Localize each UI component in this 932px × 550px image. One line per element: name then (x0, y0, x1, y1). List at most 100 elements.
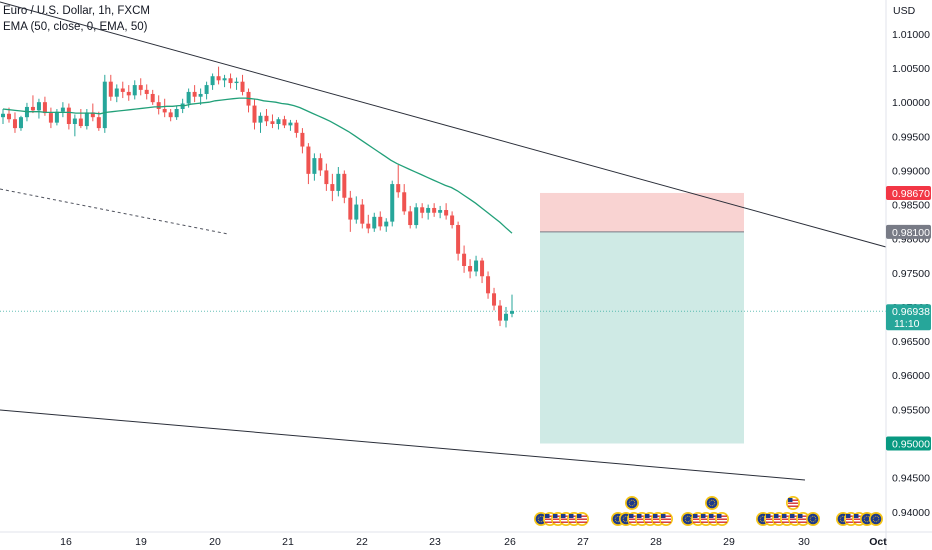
ema-line (2, 97, 513, 234)
candle-body (222, 78, 227, 81)
time-tick-label: 30 (798, 536, 810, 548)
candle-body (384, 221, 389, 227)
candle-body (108, 81, 113, 97)
candle-body (90, 112, 95, 118)
candle-body (378, 216, 383, 227)
candle (390, 180, 395, 227)
candle-body (450, 215, 455, 226)
candle (396, 164, 401, 198)
candle-body (324, 170, 329, 185)
price-tick-label: 0.94000 (892, 507, 930, 519)
price-tick-label: 0.95500 (892, 404, 930, 416)
candle-body (408, 211, 413, 226)
candle-body (120, 88, 125, 92)
candle-body (48, 113, 53, 123)
us-canton (846, 514, 851, 518)
candle-body (102, 81, 107, 129)
candle-body (240, 81, 245, 92)
candle (456, 221, 461, 261)
candle (378, 211, 383, 231)
candle (264, 108, 269, 127)
price-tick-label: 1.01000 (892, 29, 930, 41)
candle (480, 257, 485, 284)
candle (66, 103, 71, 130)
position-zones[interactable] (0, 192, 886, 444)
economic-events[interactable] (534, 496, 883, 526)
time-tick-label: Oct (869, 536, 887, 548)
candle (18, 115, 23, 131)
candle-body (366, 223, 371, 229)
us-stripe (653, 515, 663, 517)
candle-body (210, 76, 215, 86)
us-stripe (653, 521, 663, 523)
us-stripe (545, 515, 555, 517)
stop-price-tag-text: 0.98670 (892, 188, 930, 200)
us-stripe (774, 521, 784, 523)
us-event-icon (796, 512, 810, 526)
candle-body (288, 122, 293, 126)
candle-body (168, 112, 173, 118)
us-stripe (846, 515, 856, 517)
candle (132, 80, 137, 100)
candle (282, 115, 287, 129)
candle-body (372, 216, 377, 229)
candle (126, 85, 131, 101)
candle (420, 203, 425, 219)
eu-flag (706, 497, 718, 509)
eu-flag (870, 513, 882, 525)
candle-body (162, 108, 167, 113)
us-stripe (701, 521, 711, 523)
candle (156, 95, 161, 115)
us-stripe (661, 518, 671, 520)
candle (354, 196, 359, 224)
ema-indicator-label[interactable]: EMA (50, close, 0, EMA, 50) (3, 21, 148, 33)
us-stripe (693, 515, 703, 517)
candle (492, 287, 497, 311)
us-stripe (846, 521, 856, 523)
eu-event-icon (869, 512, 883, 526)
time-tick-label: 23 (429, 536, 441, 548)
candle (288, 119, 293, 131)
us-stripe (717, 521, 727, 523)
candle (78, 108, 83, 129)
candle (468, 259, 473, 279)
us-stripe (653, 518, 663, 520)
time-tick-label: 21 (282, 536, 294, 548)
us-stripe (637, 515, 647, 517)
us-stripe (798, 521, 808, 523)
time-tick-label: 27 (577, 536, 589, 548)
us-canton (788, 498, 793, 502)
candle-body (504, 313, 509, 321)
dashed-trendline (0, 188, 229, 235)
us-stripe (782, 518, 792, 520)
price-tick-label: 0.97500 (892, 268, 930, 280)
take-profit-zone (540, 231, 744, 444)
candle-body (354, 204, 359, 220)
symbol-title[interactable]: Euro / U.S. Dollar, 1h, FXCM (3, 5, 150, 17)
candle (204, 81, 209, 100)
us-stripe (854, 518, 864, 520)
us-canton (577, 514, 582, 518)
time-tick-label: 28 (650, 536, 662, 548)
candle-body (294, 122, 299, 133)
trendlines[interactable] (0, 1, 887, 481)
us-canton (709, 514, 714, 518)
candle-body (438, 210, 443, 213)
us-stripe (645, 515, 655, 517)
candle (222, 74, 227, 88)
us-stripe (637, 518, 647, 520)
candle-body (414, 207, 419, 226)
candle (228, 73, 233, 89)
candle (216, 66, 221, 85)
us-stripe (645, 521, 655, 523)
candle (426, 204, 431, 220)
us-event-icon (715, 512, 729, 526)
us-stripe (709, 521, 719, 523)
candle-body (300, 132, 305, 147)
candle-body (336, 173, 341, 191)
time-tick-label: 26 (504, 536, 516, 548)
entry-price-tag-text: 0.98100 (892, 227, 930, 239)
